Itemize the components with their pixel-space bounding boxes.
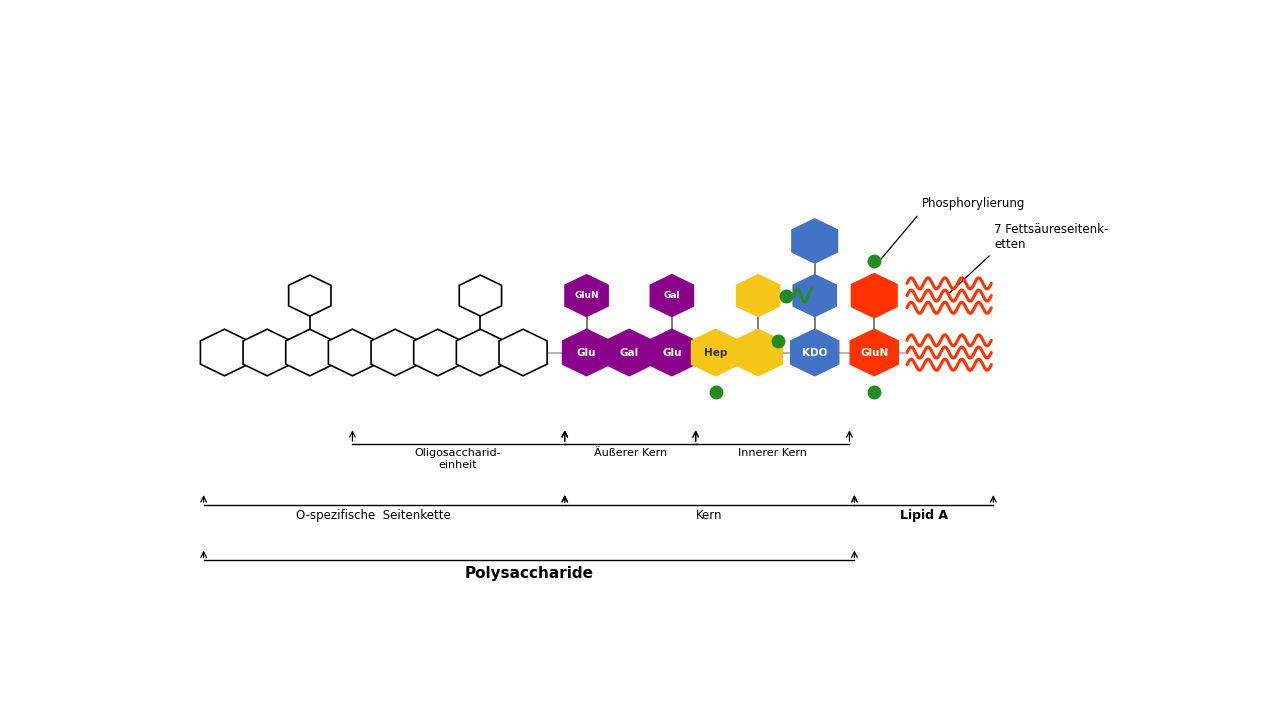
Polygon shape — [648, 329, 696, 376]
Polygon shape — [201, 329, 248, 376]
Polygon shape — [850, 329, 899, 376]
Text: Glu: Glu — [577, 348, 596, 358]
Polygon shape — [499, 329, 547, 376]
Text: Hep: Hep — [704, 348, 727, 358]
Polygon shape — [791, 329, 838, 376]
Text: Oligosaccharid-
einheit: Oligosaccharid- einheit — [415, 449, 500, 470]
Polygon shape — [562, 329, 611, 376]
Polygon shape — [243, 329, 291, 376]
Polygon shape — [285, 329, 334, 376]
Text: Kern: Kern — [696, 510, 723, 523]
Text: Gal: Gal — [620, 348, 639, 358]
Text: KDO: KDO — [803, 348, 827, 358]
Polygon shape — [564, 274, 608, 317]
Polygon shape — [460, 275, 502, 316]
Polygon shape — [329, 329, 376, 376]
Text: 7 Fettsäureseitenk-
etten: 7 Fettsäureseitenk- etten — [995, 223, 1108, 251]
Polygon shape — [457, 329, 504, 376]
Polygon shape — [413, 329, 462, 376]
Text: Phosphorylierung: Phosphorylierung — [922, 197, 1025, 210]
Polygon shape — [371, 329, 419, 376]
Text: Äußerer Kern: Äußerer Kern — [594, 449, 667, 459]
Polygon shape — [792, 219, 837, 263]
Polygon shape — [794, 274, 836, 317]
Text: GluN: GluN — [575, 291, 599, 300]
Polygon shape — [650, 274, 694, 317]
Text: Glu: Glu — [662, 348, 682, 358]
Polygon shape — [851, 274, 897, 318]
Text: GluN: GluN — [860, 348, 888, 358]
Text: Polysaccharide: Polysaccharide — [465, 566, 594, 581]
Polygon shape — [288, 275, 332, 316]
Polygon shape — [736, 274, 780, 317]
Text: O-spezifische  Seitenkette: O-spezifische Seitenkette — [296, 510, 451, 523]
Polygon shape — [605, 329, 653, 376]
Polygon shape — [735, 329, 782, 376]
Text: Innerer Kern: Innerer Kern — [737, 449, 806, 459]
Text: Gal: Gal — [663, 291, 680, 300]
Polygon shape — [691, 329, 740, 376]
Text: Lipid A: Lipid A — [900, 510, 947, 523]
